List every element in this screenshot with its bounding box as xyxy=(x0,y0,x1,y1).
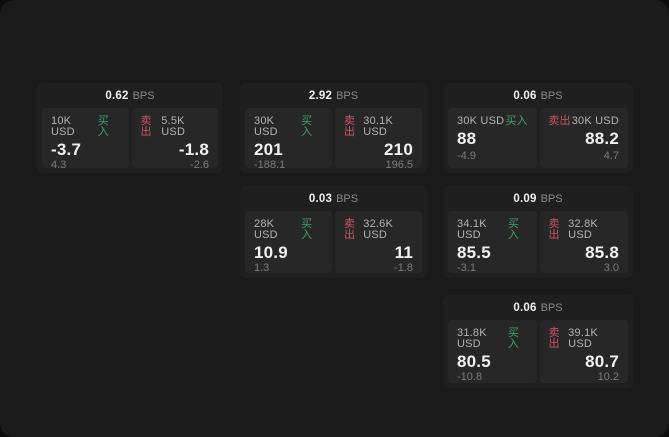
buy-panel[interactable]: 28K USD 买入 10.9 1.3 xyxy=(245,211,332,273)
sell-amount-label: 39.1K USD xyxy=(568,327,598,350)
sell-delta: 10.2 xyxy=(597,370,619,383)
buy-price: 80.5 xyxy=(457,352,491,371)
sell-amount-label: 32.8K USD xyxy=(568,218,598,241)
bps-header: 0.06 BPS xyxy=(443,295,633,320)
buy-tag: 买入 xyxy=(97,115,109,138)
sell-panel[interactable]: 卖出 32.8K USD 85.8 3.0 xyxy=(539,211,628,274)
sell-tag: 卖出 xyxy=(548,115,571,127)
sell-amount-label: 32.6K USD xyxy=(363,218,393,241)
bps-unit: BPS xyxy=(132,89,155,102)
bps-header: 0.62 BPS xyxy=(37,83,223,108)
buy-delta: -10.8 xyxy=(457,370,483,383)
sell-panel[interactable]: 卖出 32.6K USD 11 -1.8 xyxy=(335,211,422,273)
sell-panel[interactable]: 卖出 5.5K USD -1.8 -2.6 xyxy=(131,108,218,171)
buy-price: -3.7 xyxy=(51,140,82,159)
quote-card: 0.62 BPS 10K USD 买入 -3.7 4.3 卖出 5.5K USD xyxy=(37,83,223,173)
buy-delta: -4.9 xyxy=(457,150,476,162)
buy-tag: 买入 xyxy=(301,115,313,138)
bps-header: 0.06 BPS xyxy=(443,83,633,108)
bps-value: 0.03 xyxy=(308,192,333,205)
sell-price: -1.8 xyxy=(178,140,209,159)
quote-card: 0.06 BPS 31.8K USD 买入 80.5 -10.8 卖出 39.1… xyxy=(443,295,633,388)
sell-tag: 卖出 xyxy=(548,327,560,350)
sell-panel[interactable]: 卖出 39.1K USD 80.7 10.2 xyxy=(539,320,628,383)
bps-header: 2.92 BPS xyxy=(240,83,427,108)
buy-panel[interactable]: 10K USD 买入 -3.7 4.3 xyxy=(42,108,129,171)
sell-amount-label: 5.5K USD xyxy=(161,115,186,138)
bps-unit: BPS xyxy=(336,192,359,205)
buy-delta: 4.3 xyxy=(51,158,67,171)
buy-price: 201 xyxy=(254,140,283,159)
buy-panel[interactable]: 34.1K USD 买入 85.5 -3.1 xyxy=(448,211,537,273)
quote-body: 28K USD 买入 10.9 1.3 卖出 32.6K USD 11 -1.8 xyxy=(240,211,427,278)
quote-body: 30K USD 买入 201 -188.1 卖出 30.1K USD 210 1… xyxy=(240,108,427,173)
bps-header: 0.09 BPS xyxy=(443,186,633,211)
buy-panel[interactable]: 30K USD 买入 201 -188.1 xyxy=(245,108,332,171)
sell-price: 85.8 xyxy=(585,243,619,262)
sell-tag: 卖出 xyxy=(344,115,355,138)
buy-tag: 买入 xyxy=(507,218,519,241)
quote-body: 34.1K USD 买入 85.5 -3.1 卖出 32.8K USD 85.8… xyxy=(443,211,633,278)
quote-card: 2.92 BPS 30K USD 买入 201 -188.1 卖出 30.1K … xyxy=(240,83,427,173)
sell-price: 210 xyxy=(384,140,413,159)
sell-delta: -1.8 xyxy=(394,261,413,274)
bps-value: 0.62 xyxy=(105,89,129,102)
buy-amount-label: 28K USD xyxy=(254,218,278,241)
bps-header: 0.03 BPS xyxy=(240,186,427,211)
sell-delta: 3.0 xyxy=(603,261,619,274)
bps-value: 2.92 xyxy=(308,89,333,102)
buy-delta: 1.3 xyxy=(254,261,270,274)
sell-amount-label: 30K USD xyxy=(571,115,619,127)
buy-price: 85.5 xyxy=(457,243,491,262)
bps-unit: BPS xyxy=(336,89,359,102)
quote-card: 0.09 BPS 34.1K USD 买入 85.5 -3.1 卖出 32.8K… xyxy=(443,186,633,278)
sell-price: 11 xyxy=(394,243,413,262)
buy-amount-label: 30K USD xyxy=(254,115,278,138)
sell-delta: 4.7 xyxy=(603,150,619,162)
bps-value: 0.06 xyxy=(513,301,537,314)
sell-panel[interactable]: 卖出 30.1K USD 210 196.5 xyxy=(335,108,422,171)
sell-tag: 卖出 xyxy=(140,115,152,138)
bps-value: 0.09 xyxy=(513,192,537,205)
buy-amount-label: 31.8K USD xyxy=(457,327,487,350)
buy-tag: 买入 xyxy=(301,218,313,241)
bps-unit: BPS xyxy=(540,192,563,205)
bps-unit: BPS xyxy=(540,89,563,102)
sell-panel[interactable]: 卖出 30K USD 88.2 4.7 xyxy=(539,108,628,168)
bps-value: 0.06 xyxy=(513,89,537,102)
buy-price: 88 xyxy=(457,129,477,148)
buy-panel[interactable]: 30K USD 买入 88 -4.9 xyxy=(448,108,537,168)
bps-unit: BPS xyxy=(540,301,563,314)
sell-tag: 卖出 xyxy=(548,218,560,241)
quote-card: 0.06 BPS 30K USD 买入 88 -4.9 卖出 30K USD xyxy=(443,83,633,173)
buy-tag: 买入 xyxy=(505,115,528,127)
sell-delta: 196.5 xyxy=(385,158,413,171)
quote-body: 10K USD 买入 -3.7 4.3 卖出 5.5K USD -1.8 -2.… xyxy=(37,108,223,173)
buy-amount-label: 10K USD xyxy=(51,115,75,138)
sell-delta: -2.6 xyxy=(190,158,209,171)
buy-delta: -188.1 xyxy=(254,158,286,171)
sell-tag: 卖出 xyxy=(344,218,355,241)
buy-delta: -3.1 xyxy=(457,261,476,274)
buy-panel[interactable]: 31.8K USD 买入 80.5 -10.8 xyxy=(448,320,537,383)
buy-price: 10.9 xyxy=(254,243,288,262)
quote-body: 31.8K USD 买入 80.5 -10.8 卖出 39.1K USD 80.… xyxy=(443,320,633,388)
sell-amount-label: 30.1K USD xyxy=(363,115,393,138)
buy-tag: 买入 xyxy=(507,327,519,350)
quote-card: 0.03 BPS 28K USD 买入 10.9 1.3 卖出 32.6K US… xyxy=(240,186,427,278)
buy-amount-label: 30K USD xyxy=(457,115,505,127)
buy-amount-label: 34.1K USD xyxy=(457,218,487,241)
sell-price: 80.7 xyxy=(585,352,619,371)
sell-price: 88.2 xyxy=(585,129,619,148)
quote-body: 30K USD 买入 88 -4.9 卖出 30K USD 88.2 4.7 xyxy=(443,108,633,173)
